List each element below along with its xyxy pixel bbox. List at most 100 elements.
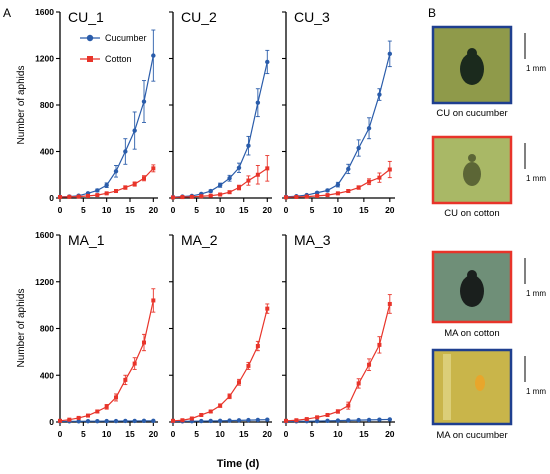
data-point	[246, 363, 251, 368]
data-point	[199, 412, 204, 417]
data-point	[123, 377, 128, 382]
x-tick-label: 20	[149, 429, 159, 439]
data-point	[246, 178, 251, 183]
data-point	[265, 306, 270, 311]
photo-panel: 1 mm CU on cucumber 1 mm CU on cotton 1 mm MA…	[431, 25, 546, 441]
data-point	[284, 418, 288, 423]
chart-cu_2: 0 5 10 15 20 CU_2	[169, 9, 272, 215]
data-point	[104, 418, 109, 424]
x-tick-label: 10	[215, 205, 225, 215]
chart-ma_2: 0 5 10 15 20 MA_2	[169, 232, 272, 439]
data-point	[237, 185, 241, 190]
x-tick-label: 10	[333, 205, 343, 215]
y-tick-label: 400	[40, 370, 54, 380]
data-point	[76, 194, 81, 199]
data-point	[95, 418, 100, 424]
data-point	[132, 361, 137, 366]
x-tick-label: 0	[171, 429, 176, 439]
x-tick-label: 5	[310, 429, 315, 439]
series-line	[285, 303, 391, 422]
data-point	[325, 193, 330, 198]
data-point	[218, 192, 223, 197]
x-tick-label: 5	[310, 205, 315, 215]
x-tick-label: 10	[215, 429, 225, 439]
data-point	[142, 340, 146, 345]
data-point	[180, 195, 185, 200]
data-point	[284, 195, 288, 200]
y-tick-label: 1200	[35, 54, 54, 64]
x-tick-label: 20	[385, 429, 395, 439]
data-point	[227, 190, 232, 195]
data-point	[356, 417, 361, 423]
x-tick-label: 0	[171, 205, 176, 215]
data-point	[151, 166, 156, 171]
legend-label-cucumber: Cucumber	[105, 33, 147, 43]
x-tick-label: 20	[263, 429, 273, 439]
scale-label: 1 mm	[526, 387, 546, 396]
data-point	[104, 191, 109, 196]
data-point	[180, 418, 185, 423]
data-point	[346, 403, 351, 408]
data-point	[114, 189, 118, 194]
data-point	[76, 415, 81, 420]
data-point	[377, 417, 382, 422]
y-axis-label-bottom: Number of aphids	[16, 289, 27, 368]
data-point	[132, 418, 137, 424]
series-cucumber	[283, 40, 393, 200]
legend-marker-cotton	[87, 56, 93, 62]
data-point	[325, 188, 330, 193]
data-point	[387, 301, 392, 306]
photo-4: 1 mm MA on cucumber	[431, 348, 546, 441]
x-tick-label: 10	[333, 429, 343, 439]
data-point	[265, 166, 270, 171]
data-point	[171, 195, 175, 200]
data-point	[377, 342, 382, 347]
x-tick-label: 5	[194, 429, 199, 439]
data-point	[255, 417, 261, 423]
chart-title: MA_2	[181, 232, 218, 248]
data-point	[294, 194, 299, 199]
data-point	[123, 418, 128, 424]
data-point	[335, 191, 340, 196]
x-tick-label: 15	[359, 205, 369, 215]
data-point	[255, 100, 261, 105]
data-point	[218, 403, 223, 408]
data-point	[76, 419, 81, 424]
data-point	[217, 418, 223, 424]
data-point	[227, 176, 232, 181]
scale-label: 1 mm	[526, 64, 546, 73]
data-point	[346, 418, 351, 423]
data-point	[227, 394, 232, 399]
data-point	[208, 193, 213, 198]
data-point	[85, 418, 91, 424]
data-point	[58, 195, 62, 200]
photo-caption: MA on cucumber	[436, 430, 507, 441]
series-cotton	[284, 294, 392, 423]
series-cotton	[171, 155, 270, 200]
data-point	[377, 175, 382, 180]
data-point	[123, 149, 128, 154]
series-line	[59, 300, 154, 422]
data-point	[236, 165, 242, 170]
data-point	[104, 404, 109, 409]
data-point	[315, 193, 320, 198]
x-tick-label: 0	[58, 205, 63, 215]
y-tick-label: 1600	[35, 230, 54, 240]
y-tick-label: 800	[40, 324, 54, 334]
data-point	[387, 167, 392, 172]
data-point	[132, 128, 137, 133]
data-point	[151, 298, 156, 303]
x-tick-label: 5	[194, 205, 199, 215]
data-point	[171, 418, 175, 423]
data-point	[315, 415, 320, 420]
legend-marker-cucumber	[86, 34, 94, 42]
data-point	[104, 183, 109, 188]
aphid-head	[468, 154, 476, 162]
chart-ma_1: 0 400 800 1200 1600 0 5 10 15 20 MA_1	[35, 230, 158, 439]
x-tick-label: 10	[102, 429, 112, 439]
photo-3: 1 mm MA on cotton	[431, 250, 546, 339]
data-point	[95, 193, 100, 198]
panel-label-a: A	[3, 6, 11, 20]
